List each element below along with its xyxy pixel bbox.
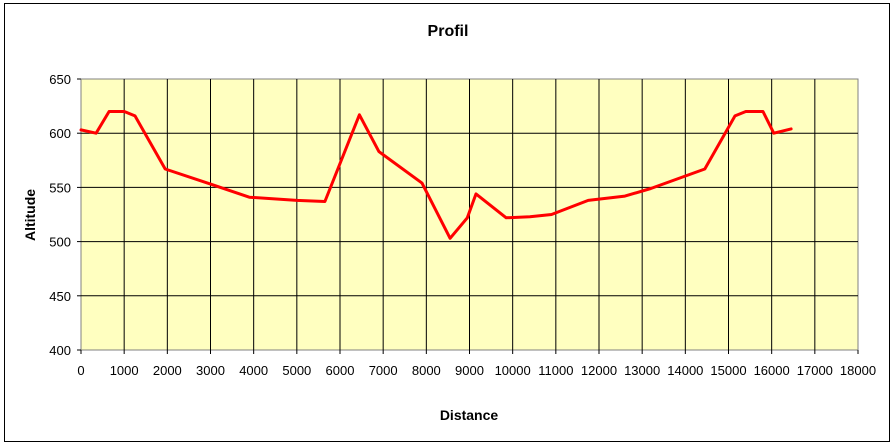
x-axis-label: Distance bbox=[440, 407, 499, 423]
chart-title: Profil bbox=[428, 23, 469, 40]
x-tick-label: 9000 bbox=[455, 363, 484, 378]
x-tick-label: 3000 bbox=[196, 363, 225, 378]
y-tick-label: 550 bbox=[49, 180, 71, 195]
x-tick-label: 15000 bbox=[710, 363, 746, 378]
x-tick-label: 7000 bbox=[369, 363, 398, 378]
y-tick-label: 500 bbox=[49, 235, 71, 250]
x-tick-label: 0 bbox=[77, 363, 84, 378]
x-axis-ticks: 0 1000 2000 3000 4000 5000 6000 7000 8000 9000 100… bbox=[77, 350, 876, 378]
x-tick-label: 16000 bbox=[754, 363, 790, 378]
x-tick-label: 13000 bbox=[624, 363, 660, 378]
x-tick-label: 5000 bbox=[282, 363, 311, 378]
x-tick-label: 6000 bbox=[326, 363, 355, 378]
x-tick-label: 14000 bbox=[667, 363, 703, 378]
x-tick-label: 1000 bbox=[110, 363, 139, 378]
x-tick-label: 17000 bbox=[797, 363, 833, 378]
grid-lines bbox=[81, 79, 858, 350]
altitude-series-line bbox=[79, 110, 793, 240]
y-tick-label: 450 bbox=[49, 289, 71, 304]
x-tick-label: 4000 bbox=[239, 363, 268, 378]
x-tick-label: 10000 bbox=[495, 363, 531, 378]
y-axis-label: Altitude bbox=[22, 189, 38, 241]
x-tick-label: 12000 bbox=[581, 363, 617, 378]
x-tick-label: 18000 bbox=[840, 363, 876, 378]
x-tick-label: 2000 bbox=[153, 363, 182, 378]
x-tick-label: 11000 bbox=[538, 363, 573, 378]
y-tick-label: 400 bbox=[49, 343, 71, 358]
y-tick-label: 650 bbox=[49, 72, 71, 87]
y-axis-ticks: 400 450 500 550 600 650 bbox=[49, 72, 81, 358]
y-tick-label: 600 bbox=[49, 126, 71, 141]
x-tick-label: 8000 bbox=[412, 363, 441, 378]
